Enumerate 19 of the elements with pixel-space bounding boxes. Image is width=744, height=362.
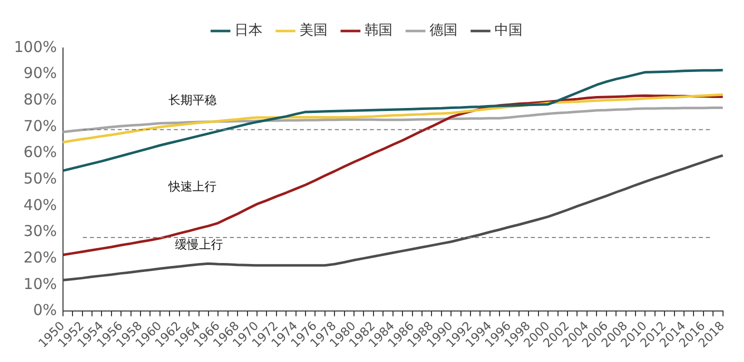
annotation: 缓慢上行 [175,238,224,252]
y-tick-label: 40% [24,196,57,214]
legend-label: 日本 [234,22,262,39]
legend-label: 美国 [300,22,328,39]
y-tick-label: 0% [33,301,57,320]
legend-label: 德国 [430,22,458,39]
y-tick-label: 50% [24,170,57,188]
y-tick-label: 30% [24,222,57,240]
legend-label: 中国 [494,22,522,39]
y-tick-label: 100% [14,38,57,56]
y-tick-label: 60% [24,143,57,162]
annotation: 快速上行 [167,180,216,194]
y-tick-label: 90% [24,64,57,82]
y-tick-label: 20% [24,248,57,266]
y-tick-label: 10% [24,274,57,293]
legend-label: 韩国 [364,22,392,39]
y-tick-label: 80% [24,90,57,109]
y-tick-label: 70% [24,116,57,135]
annotation: 长期平稳 [168,92,216,107]
